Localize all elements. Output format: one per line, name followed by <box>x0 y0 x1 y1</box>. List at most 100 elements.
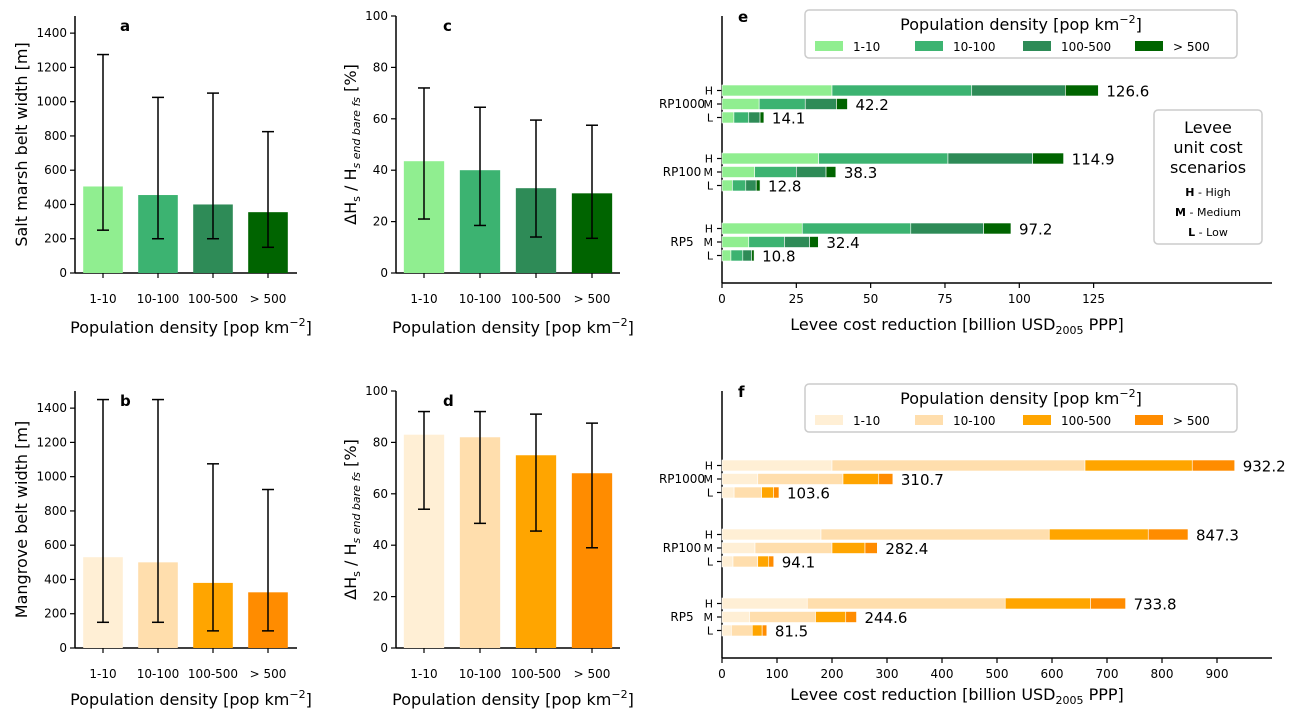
bar-total-label: 244.6 <box>865 609 908 627</box>
legend-title-line: unit cost <box>1173 138 1242 157</box>
y-tick-label: 400 <box>44 572 67 586</box>
bar-segment <box>721 98 760 110</box>
y-tick-label: 100 <box>365 9 388 23</box>
legend-title: Population density [pop km−2] <box>900 387 1142 408</box>
bar-total-label: 38.3 <box>844 164 877 182</box>
bar-segment <box>757 555 770 568</box>
y-tick-label: 1400 <box>36 26 67 40</box>
x-tick-label: 100-500 <box>511 667 561 681</box>
bar-segment <box>845 611 857 623</box>
bar-segment <box>804 98 837 110</box>
bar-segment <box>749 611 816 623</box>
x-tick-label: 100 <box>766 667 789 681</box>
x-tick-label: > 500 <box>574 292 611 306</box>
bar-segment <box>751 624 763 637</box>
legend-swatch <box>915 415 943 425</box>
level-label: M <box>704 166 714 179</box>
panel-label: a <box>120 17 130 35</box>
level-label: H <box>705 85 713 98</box>
bar-segment <box>796 166 827 178</box>
bar-segment <box>748 111 761 124</box>
bar-total-label: 847.3 <box>1196 527 1239 545</box>
bar-segment <box>1191 459 1236 472</box>
legend-swatch <box>1135 41 1163 51</box>
group-label: RP1000 <box>659 472 705 486</box>
legend-entry-label: 1-10 <box>853 414 880 428</box>
y-tick-label: 400 <box>44 197 67 211</box>
bar-segment <box>730 249 744 262</box>
x-tick-label: > 500 <box>250 292 287 306</box>
y-tick-label: 40 <box>373 163 388 177</box>
group-label: RP5 <box>670 235 693 249</box>
legend-title: Population density [pop km−2] <box>900 13 1142 34</box>
x-tick-label: 300 <box>876 667 899 681</box>
x-tick-label: 1-10 <box>89 292 116 306</box>
bar-segment <box>1147 528 1189 541</box>
bar-segment <box>721 249 732 262</box>
legend-frame <box>804 383 1238 433</box>
x-tick-label: 500 <box>986 667 1009 681</box>
legend-title-line: Levee <box>1184 118 1232 137</box>
y-tick-label: 80 <box>373 435 388 449</box>
bar-segment <box>842 473 880 485</box>
bar-segment <box>878 473 894 485</box>
bar-segment <box>754 166 797 178</box>
y-tick-label: 40 <box>373 538 388 552</box>
bar-total-label: 94.1 <box>782 554 815 572</box>
bar-segment <box>1084 459 1193 472</box>
level-label: M <box>704 542 714 555</box>
x-axis-label: Population density [pop km−2] <box>70 316 312 337</box>
bar-segment <box>801 222 912 235</box>
level-label: M <box>704 236 714 249</box>
bar-segment <box>820 528 1050 541</box>
x-tick-label: 10-100 <box>459 292 502 306</box>
y-tick-label: 600 <box>44 538 67 552</box>
bar-total-label: 81.5 <box>775 623 808 641</box>
x-tick-label: 10-100 <box>137 292 180 306</box>
legend-swatch <box>815 41 843 51</box>
panel-label: b <box>120 392 131 410</box>
level-label: L <box>707 625 714 638</box>
bar-segment <box>748 236 785 248</box>
bar-segment <box>721 542 756 554</box>
bar-segment <box>721 555 734 568</box>
group-label: RP100 <box>663 165 701 179</box>
x-axis-label: Population density [pop km−2] <box>70 688 312 709</box>
legend-swatch <box>1135 415 1163 425</box>
legend-swatch <box>815 415 843 425</box>
level-label: H <box>705 223 713 236</box>
group-label: RP5 <box>670 610 693 624</box>
bar-segment <box>721 528 822 541</box>
bar-segment <box>815 611 847 623</box>
bar-segment <box>733 111 750 124</box>
x-tick-label: 1-10 <box>410 667 437 681</box>
x-tick-label: 100-500 <box>188 667 238 681</box>
bar-segment <box>768 555 775 568</box>
bar-total-label: 14.1 <box>772 110 805 128</box>
y-tick-label: 600 <box>44 163 67 177</box>
legend-swatch <box>1023 415 1051 425</box>
level-label: L <box>707 180 714 193</box>
y-tick-label: 100 <box>365 384 388 398</box>
bar-total-label: 103.6 <box>787 485 830 503</box>
y-tick-label: 800 <box>44 504 67 518</box>
legend-swatch <box>1023 41 1051 51</box>
x-axis-label: Population density [pop km−2] <box>392 688 634 709</box>
x-tick-label: 25 <box>789 292 804 306</box>
x-tick-label: 200 <box>821 667 844 681</box>
bar-segment <box>721 597 808 610</box>
legend-frame <box>804 9 1238 59</box>
bar-segment <box>754 542 833 554</box>
bar-segment <box>831 84 973 97</box>
bar-segment <box>1048 528 1149 541</box>
legend-entry: M - Medium <box>1175 206 1241 219</box>
bar-segment <box>721 84 833 97</box>
level-label: L <box>707 556 714 569</box>
bar-segment <box>759 111 765 124</box>
bar-segment <box>745 179 757 192</box>
density-legend: Population density [pop km−2] 1-10 10-100 1… <box>804 9 1238 59</box>
bar-segment <box>721 166 756 178</box>
bar-segment <box>721 624 732 637</box>
bar-segment <box>733 486 762 499</box>
